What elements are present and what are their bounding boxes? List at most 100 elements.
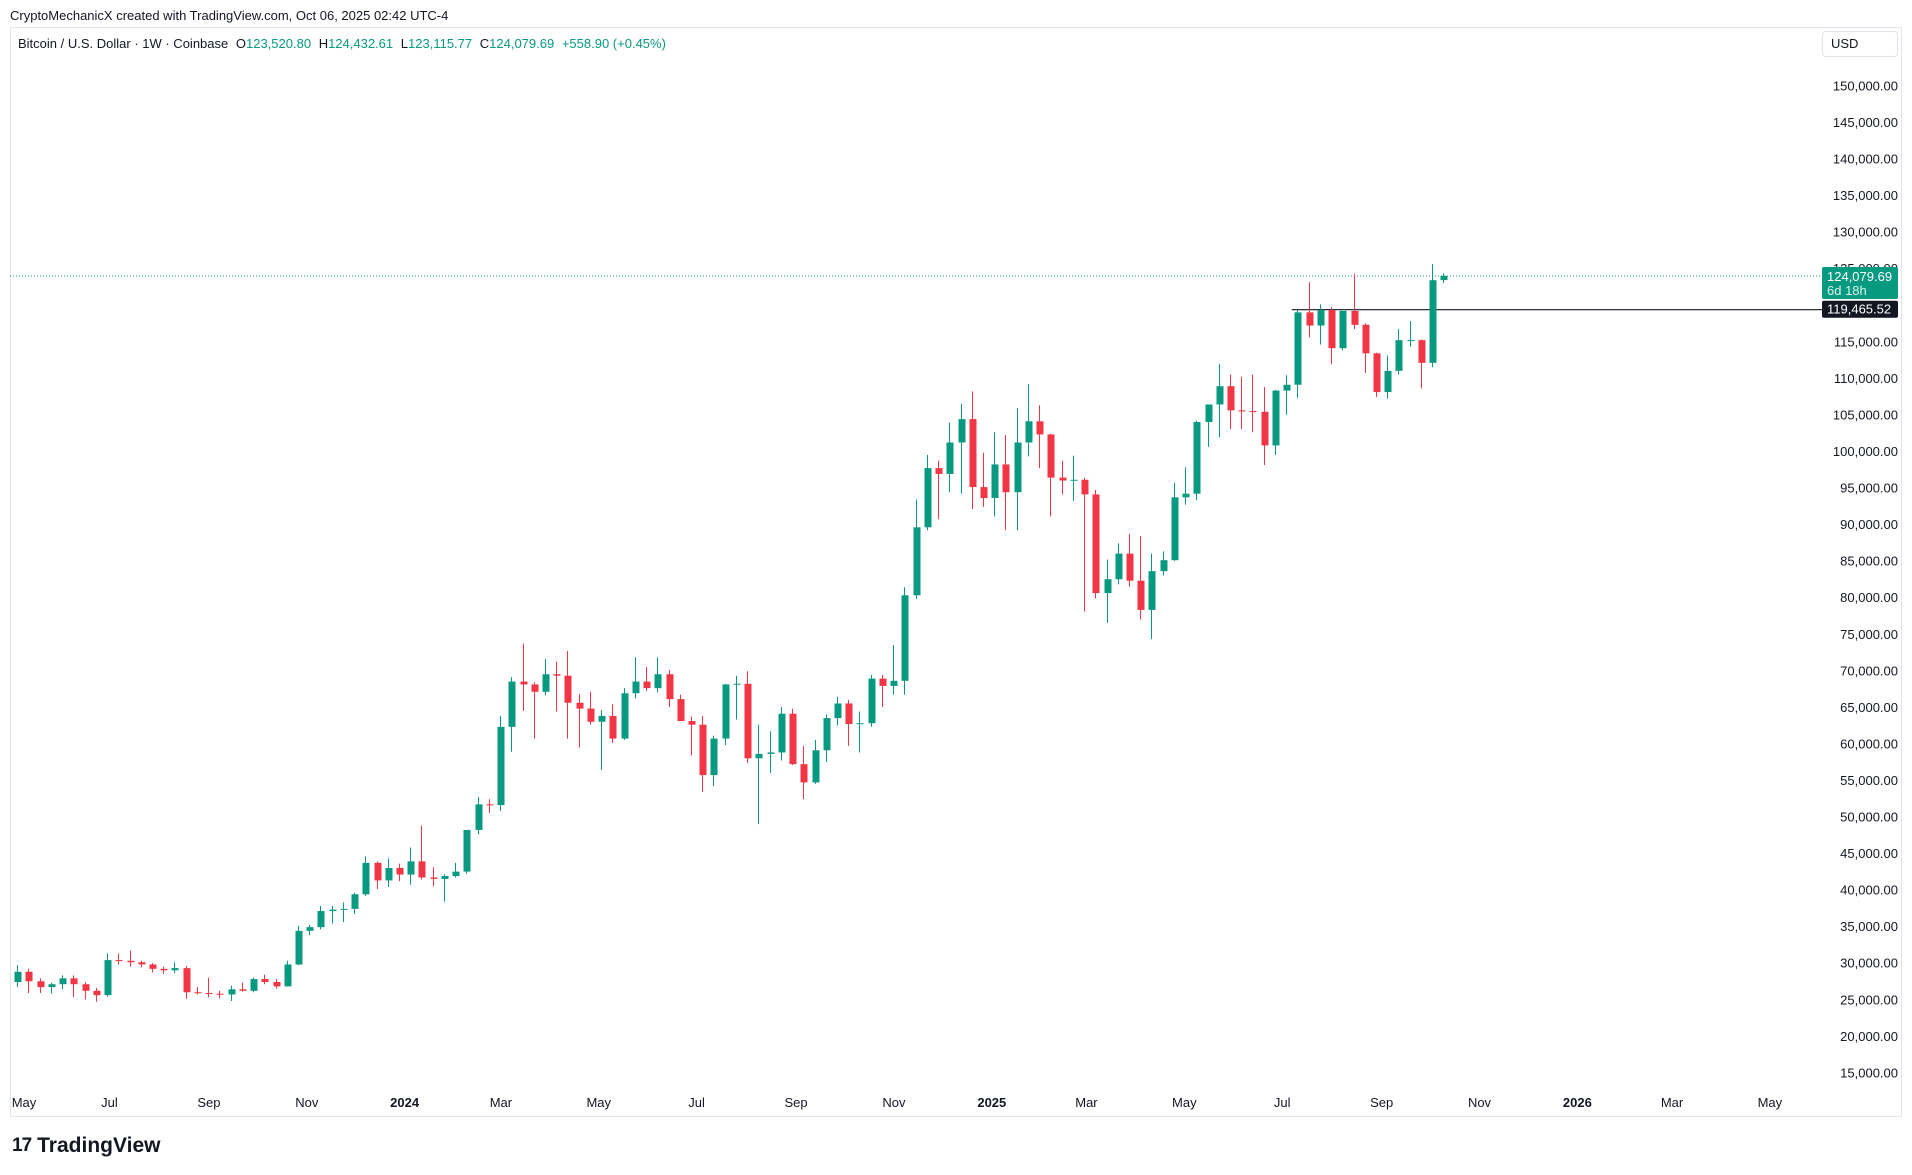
- candle-body: [1014, 442, 1022, 493]
- change-value: +558.90 (+0.45%): [561, 36, 666, 51]
- candle-body: [913, 527, 921, 596]
- candle-body: [800, 764, 808, 783]
- time-tick-label: Jul: [688, 1095, 705, 1110]
- candle-body: [699, 724, 707, 776]
- candle-body: [531, 684, 539, 692]
- candle-body: [441, 876, 449, 879]
- candle-body: [1351, 310, 1359, 325]
- candle-body: [284, 964, 292, 987]
- candle-body: [598, 715, 606, 722]
- candle-body: [901, 595, 909, 681]
- candle-body: [1283, 384, 1291, 391]
- candle-body: [924, 468, 932, 528]
- candle-body: [1205, 404, 1213, 423]
- price-tick-label: 95,000.00: [1840, 481, 1898, 496]
- candle-body: [138, 962, 146, 965]
- time-tick-label: May: [12, 1095, 37, 1110]
- candle-body: [609, 715, 617, 739]
- currency-selector[interactable]: USD: [1822, 31, 1898, 57]
- open-value: 123,520.80: [245, 36, 312, 51]
- candle-body: [946, 442, 954, 474]
- candle-body: [261, 979, 269, 982]
- candle-body: [1384, 370, 1392, 393]
- time-tick-label: Mar: [1661, 1095, 1684, 1110]
- candle-body: [1104, 579, 1112, 594]
- candle-body: [677, 699, 685, 722]
- candle-body: [710, 738, 718, 776]
- candle-body: [991, 464, 999, 499]
- candle-body: [1126, 553, 1134, 581]
- plot-area: [10, 264, 1822, 1002]
- price-tick-label: 85,000.00: [1840, 554, 1898, 569]
- candle-body: [1070, 479, 1078, 481]
- time-tick-label: Jul: [101, 1095, 118, 1110]
- candle-body: [351, 894, 359, 909]
- candle-body: [295, 930, 303, 965]
- candle-body: [666, 674, 674, 700]
- open-label: O: [235, 36, 246, 51]
- symbol-label: Bitcoin / U.S. Dollar · 1W · Coinbase: [18, 36, 229, 51]
- candle-body: [643, 681, 651, 689]
- price-tick-label: 80,000.00: [1840, 590, 1898, 605]
- candle-body: [385, 867, 393, 881]
- low-value: 123,115.77: [408, 36, 473, 51]
- time-tick-label: 2026: [1563, 1095, 1592, 1110]
- candle-body: [1373, 353, 1381, 393]
- candle-body: [306, 927, 314, 931]
- candle-body: [475, 804, 483, 830]
- candle-body: [37, 981, 45, 988]
- price-tick-label: 135,000.00: [1833, 188, 1898, 203]
- candle-body: [104, 960, 112, 996]
- close-label: C: [479, 36, 490, 51]
- candle-body: [722, 684, 730, 739]
- candle-body: [205, 992, 213, 994]
- candle-body: [340, 908, 348, 910]
- brand-name: TradingView: [37, 1134, 161, 1157]
- candle-body: [1395, 340, 1403, 371]
- candle-body: [1171, 497, 1179, 561]
- candle-body: [194, 992, 202, 994]
- candle-body: [856, 723, 864, 725]
- candle-body: [1362, 324, 1370, 354]
- candle-body: [149, 964, 157, 969]
- price-tick-label: 90,000.00: [1840, 517, 1898, 532]
- candle-body: [654, 674, 662, 689]
- candle-body: [430, 877, 438, 879]
- price-tick-label: 30,000.00: [1840, 956, 1898, 971]
- time-tick-label: Mar: [490, 1095, 513, 1110]
- candle-body: [14, 971, 22, 982]
- candle-body: [587, 708, 595, 722]
- price-tick-label: 110,000.00: [1834, 371, 1898, 386]
- candle-body: [1294, 312, 1302, 385]
- candle-body: [958, 419, 966, 443]
- candle-body: [1407, 340, 1415, 342]
- tradingview-brand[interactable]: 17 TradingView: [12, 1134, 160, 1158]
- candle-body: [1238, 410, 1246, 412]
- time-tick-label: Sep: [197, 1095, 220, 1110]
- price-tick-label: 45,000.00: [1840, 846, 1898, 861]
- time-tick-label: Nov: [1468, 1095, 1492, 1110]
- candle-body: [239, 989, 247, 991]
- candle-body: [868, 678, 876, 724]
- candle-body: [59, 978, 67, 985]
- candle-body: [621, 693, 629, 739]
- time-tick-label: May: [1172, 1095, 1197, 1110]
- time-tick-label: Sep: [785, 1095, 808, 1110]
- time-tick-label: Mar: [1075, 1095, 1098, 1110]
- close-value: 124,079.69: [489, 36, 555, 51]
- candle-body: [845, 703, 853, 724]
- candle-body: [744, 683, 752, 759]
- candle-body: [228, 989, 236, 995]
- candle-body: [576, 702, 584, 709]
- last-price-tag: [1822, 266, 1898, 299]
- price-tick-label: 15,000.00: [1840, 1065, 1898, 1080]
- high-label: H: [318, 36, 329, 51]
- time-tick-label: May: [586, 1095, 611, 1110]
- candle-body: [1115, 553, 1123, 580]
- candle-body: [1249, 411, 1257, 413]
- candle-body: [1227, 386, 1235, 411]
- price-tick-label: 50,000.00: [1840, 810, 1898, 825]
- candle-body: [789, 713, 797, 765]
